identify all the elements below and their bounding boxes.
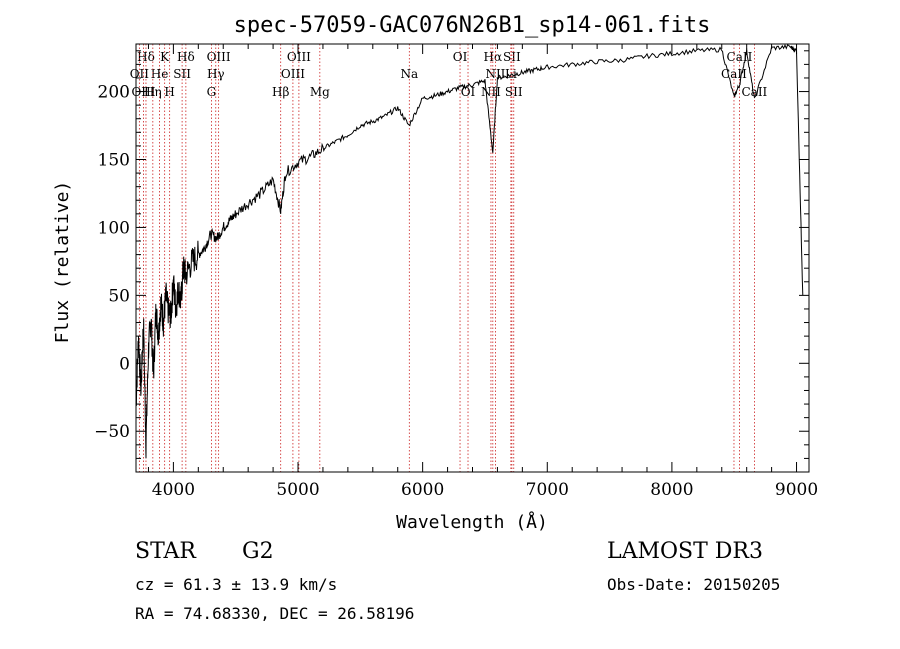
spectral-line-label: K	[160, 50, 170, 64]
spectral-line-label: OI	[453, 50, 468, 64]
y-tick-label: 100	[98, 218, 130, 238]
spectral-line-label: Na	[400, 67, 418, 81]
spectral-line-label: CaII	[727, 50, 753, 64]
survey-name: LAMOST DR3	[607, 539, 763, 564]
y-tick-label: 0	[119, 354, 130, 374]
spectral-line-label: OIII	[287, 50, 311, 64]
spectral-line-label: OI	[461, 85, 476, 99]
spectral-line-label: SII	[173, 67, 191, 81]
spectral-line-label: SII	[503, 50, 521, 64]
spectral-line-label: OIII	[281, 67, 305, 81]
object-class: STAR	[135, 539, 196, 564]
x-tick-label: 4000	[152, 480, 195, 500]
spectral-line-label: Mg	[310, 85, 330, 99]
x-tick-label: 8000	[650, 480, 693, 500]
y-tick-label: 150	[98, 150, 130, 170]
x-axis-label: Wavelength (Å)	[396, 511, 548, 533]
y-tick-label: 200	[98, 83, 130, 103]
spectral-line-label: Hα	[484, 50, 503, 64]
spectral-line-label: Hη	[144, 85, 162, 99]
axis-ticks: 4000 5000 6000 7000 8000 9000 −50 0 50 100 150 200	[94, 44, 818, 500]
spectral-line-label: Hδ	[137, 50, 155, 64]
spectral-line-label: He	[151, 67, 169, 81]
y-tick-label: 50	[108, 286, 130, 306]
y-tick-label: −50	[94, 422, 130, 442]
y-axis-label: Flux (relative)	[52, 181, 73, 344]
redshift-cz: cz = 61.3 ± 13.9 km/s	[135, 575, 338, 594]
spectral-line-label: G	[207, 85, 217, 99]
spectral-line-label: NII	[481, 85, 501, 99]
x-tick-label: 6000	[401, 480, 444, 500]
spectral-line-label: SII	[505, 85, 523, 99]
spectral-line-label: NII	[485, 67, 505, 81]
spectrum-line	[135, 43, 804, 459]
x-tick-label: 5000	[276, 480, 319, 500]
spectral-line-label: OIII	[207, 50, 231, 64]
coordinates: RA = 74.68330, DEC = 26.58196	[135, 604, 415, 623]
spectral-line-label: Hβ	[272, 85, 289, 99]
plot-frame	[135, 43, 810, 473]
spectral-line-label: CaII	[741, 85, 767, 99]
observation-date: Obs-Date: 20150205	[607, 575, 781, 594]
chart-title: spec-57059-GAC076N26B1_sp14-061.fits	[234, 13, 711, 38]
object-subclass: G2	[242, 539, 274, 564]
x-tick-label: 7000	[526, 480, 569, 500]
spectral-line-label: Hδ	[177, 50, 195, 64]
x-tick-label: 9000	[775, 480, 818, 500]
spectral-line-label: H	[164, 85, 174, 99]
spectral-line-label: OII	[130, 67, 150, 81]
spectral-line-label: Hγ	[207, 67, 225, 81]
